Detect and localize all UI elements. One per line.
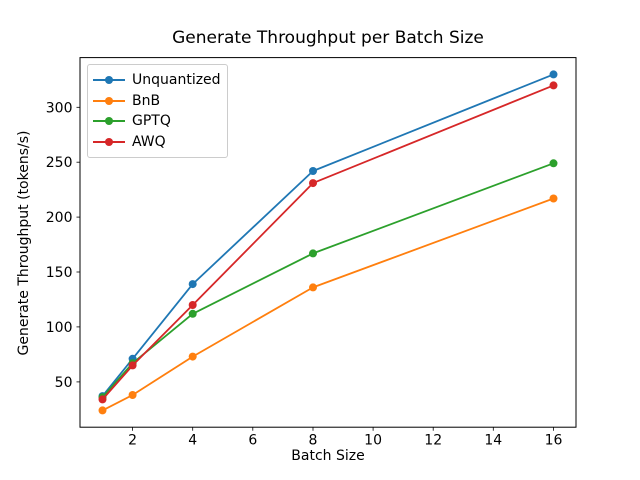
y-tick-labels: 50 100 150 200 250 300: [46, 100, 73, 391]
data-point: [549, 194, 558, 203]
x-tick-label: 12: [424, 433, 442, 449]
data-point: [309, 167, 317, 175]
legend-marker-unquantized: [93, 76, 125, 85]
legend-marker-gptq: [93, 117, 125, 126]
data-point: [128, 361, 137, 370]
series-gptq: [98, 159, 558, 402]
legend-item-unquantized: Unquantized: [93, 70, 221, 91]
legend-item-awq: AWQ: [93, 132, 219, 153]
y-tick-label: 50: [55, 375, 73, 391]
y-tick-label: 300: [46, 100, 73, 116]
legend-label-bnb: BnB: [132, 92, 161, 109]
x-tick-labels: 2 4 6 8 10 12 14 16: [128, 433, 562, 449]
chart-title: Generate Throughput per Batch Size: [172, 28, 484, 48]
data-point: [549, 70, 558, 79]
data-point: [98, 395, 107, 404]
legend-label-gptq: GPTQ: [132, 113, 171, 130]
x-tick-label: 2: [128, 433, 137, 449]
data-point: [98, 406, 107, 415]
series-awq: [98, 81, 558, 404]
data-point: [188, 352, 197, 361]
legend-item-gptq: GPTQ: [93, 111, 219, 132]
y-tick-label: 200: [46, 210, 73, 226]
y-axis-label: Generate Throughput (tokens/s): [16, 130, 32, 356]
x-tick-label: 10: [364, 433, 382, 449]
x-tick-label: 4: [188, 433, 197, 449]
legend-label-awq: AWQ: [132, 133, 166, 150]
legend-marker-bnb: [93, 96, 125, 105]
x-tick-label: 16: [545, 433, 563, 449]
legend-marker-awq: [93, 137, 125, 146]
x-tick-label: 6: [248, 433, 257, 449]
x-tick-label: 14: [484, 433, 502, 449]
data-point: [188, 309, 197, 318]
data-point: [309, 179, 317, 188]
series-bnb: [98, 194, 558, 415]
y-tick-label: 150: [46, 265, 73, 281]
data-point: [549, 159, 558, 168]
data-point: [128, 391, 137, 399]
x-tick-label: 8: [309, 433, 318, 449]
axes-spines: [79, 57, 577, 428]
legend-item-bnb: BnB: [93, 91, 219, 112]
data-point: [549, 81, 558, 90]
data-point: [309, 283, 317, 292]
series-line: [101, 162, 554, 398]
series-unquantized: [98, 70, 558, 401]
x-axis-label: Batch Size: [291, 448, 365, 464]
y-tick-label: 100: [46, 320, 73, 336]
series-line: [102, 197, 554, 412]
y-tick-label: 250: [46, 155, 73, 171]
data-point: [309, 249, 317, 258]
legend-label-unquantized: Unquantized: [132, 72, 221, 89]
data-point: [188, 301, 197, 309]
data-point: [188, 280, 197, 289]
legend: Unquantized BnB GPTQ AWQ: [87, 64, 228, 158]
